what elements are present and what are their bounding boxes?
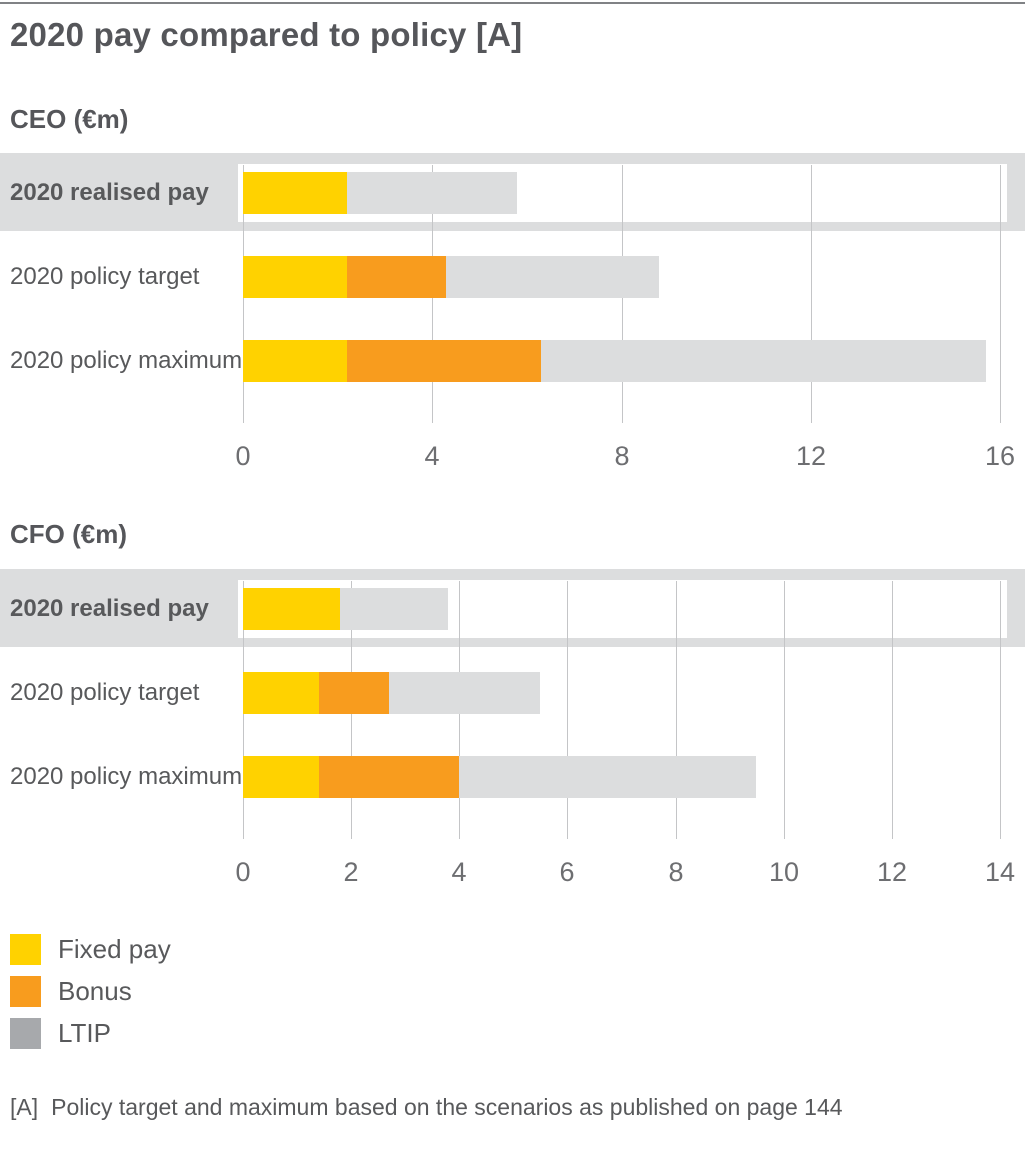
axis-tick-label: 2 [343, 857, 359, 887]
bar-segment-fixed-pay [243, 588, 340, 630]
ceo-chart-subtitle: CEO (€m) [10, 104, 129, 134]
bar-segment-ltip [459, 756, 756, 798]
bar-segment-fixed-pay [243, 756, 319, 798]
legend-label: Bonus [58, 976, 132, 1006]
ceo-chart-plot: 0 4 8 12 16 2020 realised pay 2020 policy targ… [0, 153, 1025, 483]
bar-segment-fixed-pay [243, 340, 347, 382]
axis-tick-label: 8 [614, 441, 630, 471]
bar-segment-bonus [347, 340, 541, 382]
top-divider-rule [0, 2, 1025, 4]
legend-label: Fixed pay [58, 934, 171, 964]
bar-segment-fixed-pay [243, 672, 319, 714]
axis-tick-label: 4 [451, 857, 467, 887]
row-label: 2020 policy target [10, 263, 200, 290]
legend-item: LTIP [10, 1018, 171, 1049]
footnote-text: Policy target and maximum based on the s… [51, 1094, 843, 1120]
bar-segment-bonus [347, 256, 446, 298]
gridline [1000, 581, 1001, 839]
footnote: [A] Policy target and maximum based on t… [10, 1094, 843, 1121]
bar-segment-fixed-pay [243, 172, 347, 214]
bar-segment-bonus [319, 756, 460, 798]
axis-tick-label: 16 [984, 441, 1016, 471]
axis-tick-label: 12 [795, 441, 827, 471]
axis-tick-label: 14 [984, 857, 1016, 887]
axis-tick-label: 12 [876, 857, 908, 887]
bar-segment-ltip [446, 256, 659, 298]
gridline [676, 581, 677, 839]
legend-item: Fixed pay [10, 934, 171, 965]
row-label: 2020 policy maximum [10, 763, 243, 790]
chart-title: 2020 pay compared to policy [A] [10, 16, 523, 53]
bar-segment-bonus [319, 672, 389, 714]
legend-item: Bonus [10, 976, 171, 1007]
axis-tick-label: 8 [668, 857, 684, 887]
cfo-chart-plot: 0 2 4 6 8 10 12 14 2020 realised pay 2020 policy … [0, 569, 1025, 899]
bar-segment-ltip [389, 672, 540, 714]
gridline [811, 165, 812, 423]
bar-segment-ltip [340, 588, 448, 630]
axis-tick-label: 6 [559, 857, 575, 887]
cfo-chart-subtitle: CFO (€m) [10, 519, 127, 549]
footnote-marker: [A] [10, 1094, 39, 1120]
bar-segment-ltip [347, 172, 517, 214]
legend-label: LTIP [58, 1018, 111, 1048]
bar-segment-fixed-pay [243, 256, 347, 298]
gridline [784, 581, 785, 839]
fixed-pay-swatch [10, 934, 41, 965]
axis-tick-label: 0 [235, 857, 251, 887]
axis-tick-label: 0 [235, 441, 251, 471]
axis-tick-label: 4 [424, 441, 440, 471]
ltip-swatch [10, 1018, 41, 1049]
row-label: 2020 realised pay [10, 179, 209, 206]
gridline [567, 581, 568, 839]
gridline [1000, 165, 1001, 423]
gridline [892, 581, 893, 839]
axis-tick-label: 10 [768, 857, 800, 887]
legend: Fixed pay Bonus LTIP [10, 934, 171, 1060]
row-label: 2020 policy maximum [10, 347, 243, 374]
row-label: 2020 realised pay [10, 595, 209, 622]
bar-segment-ltip [541, 340, 986, 382]
bonus-swatch [10, 976, 41, 1007]
row-label: 2020 policy target [10, 679, 200, 706]
